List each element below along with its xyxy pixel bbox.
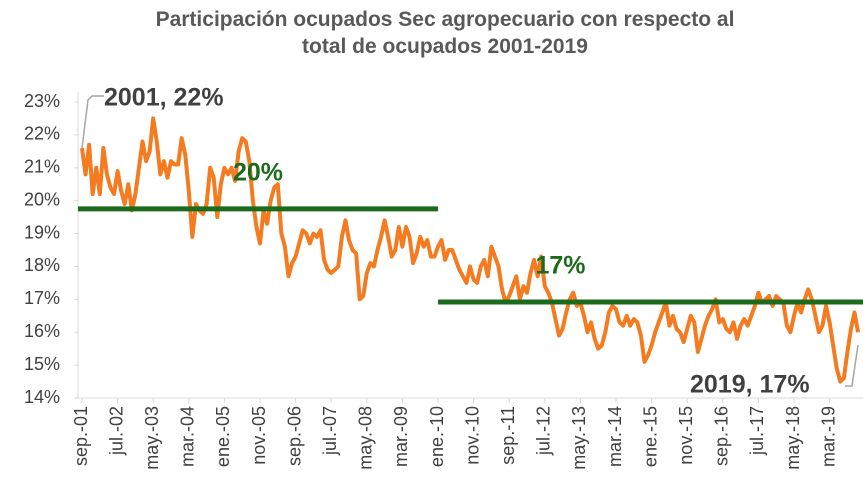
y-tick-label: 14%: [24, 387, 60, 407]
x-tick-label: may.-13: [569, 406, 589, 470]
reference-label: 20%: [233, 158, 283, 186]
x-tick-label: jul.-17: [747, 406, 767, 456]
y-tick-label: 18%: [24, 255, 60, 275]
leader-line: [845, 344, 859, 387]
y-tick-label: 22%: [24, 124, 60, 144]
x-tick-label: mar.-14: [605, 406, 625, 467]
x-tick-label: mar.-09: [391, 406, 411, 467]
chart-title: Participación ocupados Sec agropecuario …: [155, 8, 735, 58]
y-tick-label: 20%: [24, 189, 60, 209]
annotation: 2001, 22%: [104, 84, 224, 112]
leader-line: [81, 95, 104, 149]
annotation: 2019, 17%: [690, 371, 810, 399]
y-tick-label: 21%: [24, 157, 60, 177]
x-tick-label: nov.-10: [462, 406, 482, 465]
y-tick-label: 15%: [24, 354, 60, 374]
x-tick-label: sep.-16: [712, 406, 732, 466]
x-tick-label: jul.-12: [534, 406, 554, 456]
x-tick-label: jul.-02: [106, 406, 126, 456]
x-tick-label: nov.-15: [676, 406, 696, 465]
y-tick-label: 23%: [24, 91, 60, 111]
x-tick-label: nov.-05: [249, 406, 269, 465]
x-tick-label: may.-08: [356, 406, 376, 470]
x-tick-label: may.-03: [142, 406, 162, 470]
reference-label: 17%: [535, 252, 585, 280]
x-tick-label: ene.-05: [213, 406, 233, 467]
x-tick-label: sep.-01: [71, 406, 91, 466]
x-tick-label: mar.-04: [178, 406, 198, 467]
x-tick-label: jul.-07: [320, 406, 340, 456]
x-tick-label: mar.-19: [818, 406, 838, 467]
x-tick-label: ene.-15: [640, 406, 660, 467]
x-tick-label: may.-18: [783, 406, 803, 470]
x-tick-label: ene.-10: [427, 406, 447, 467]
x-tick-label: sep.-11: [498, 406, 518, 465]
y-tick-label: 17%: [24, 288, 60, 308]
y-tick-label: 16%: [24, 321, 60, 341]
line: [80, 116, 861, 384]
x-tick-label: sep.-06: [284, 406, 304, 466]
y-tick-label: 19%: [24, 222, 60, 242]
